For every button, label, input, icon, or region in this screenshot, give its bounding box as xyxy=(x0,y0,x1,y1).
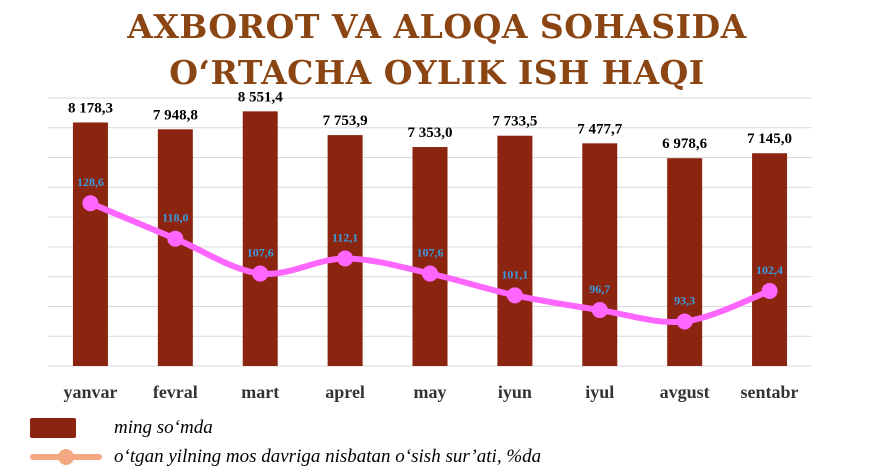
bar xyxy=(497,135,533,366)
legend-label-line: o‘tgan yilning mos davriga nisbatan o‘si… xyxy=(114,446,542,467)
bar-value-label: 7 145,0 xyxy=(747,131,792,147)
legend-item-line: o‘tgan yilning mos davriga nisbatan o‘si… xyxy=(30,446,541,468)
bar-series xyxy=(72,111,788,367)
line-value-label: 128,6 xyxy=(77,175,104,189)
bar-value-label: 8 551,4 xyxy=(238,89,284,105)
bar xyxy=(412,147,448,366)
line-point xyxy=(761,282,778,299)
x-axis-label: sentabr xyxy=(741,382,799,402)
x-axis-label: iyun xyxy=(498,382,532,402)
bar-value-label: 7 948,8 xyxy=(153,107,198,123)
bar xyxy=(667,158,703,366)
legend-label-bars: ming so‘mda xyxy=(114,417,213,438)
bar-value-label: 6 978,6 xyxy=(662,136,708,152)
x-axis-label: mart xyxy=(241,382,279,402)
x-axis-label: avgust xyxy=(660,382,710,402)
bar xyxy=(157,129,193,366)
x-axis-label: iyul xyxy=(585,382,614,402)
bar-value-label: 7 353,0 xyxy=(408,125,453,141)
bar xyxy=(752,153,788,366)
line-point xyxy=(591,302,608,319)
line-value-label: 102,4 xyxy=(756,263,783,277)
legend-swatch-bar xyxy=(30,418,76,438)
line-value-label: 107,6 xyxy=(417,246,444,260)
bar xyxy=(582,143,618,366)
x-axis-labels: yanvar fevral mart aprel may iyun iyul avgust se… xyxy=(63,382,798,402)
line-point xyxy=(506,287,523,304)
line-value-label: 118,0 xyxy=(162,211,188,225)
line-point xyxy=(676,313,693,330)
x-axis-label: fevral xyxy=(153,382,198,402)
line-value-label: 101,1 xyxy=(501,267,528,281)
legend-item-bars: ming so‘mda xyxy=(30,417,213,439)
line-point xyxy=(422,265,438,282)
line-value-label: 96,7 xyxy=(589,282,610,296)
bar-value-label: 7 733,5 xyxy=(492,114,537,130)
line-point xyxy=(337,250,354,267)
bar xyxy=(72,122,108,366)
line-value-label: 107,6 xyxy=(247,246,274,260)
line-point xyxy=(252,265,269,282)
bar xyxy=(242,111,278,367)
line-value-label: 93,3 xyxy=(674,293,695,307)
chart-title-line-1: AXBOROT VA ALOQA SOHASIDA xyxy=(127,7,747,46)
line-point xyxy=(82,195,99,212)
x-axis-label: may xyxy=(414,382,447,402)
legend-swatch-line xyxy=(30,447,102,467)
line-series xyxy=(82,195,778,330)
x-axis-label: yanvar xyxy=(63,382,117,402)
line-value-label: 112,1 xyxy=(332,230,358,244)
bar-value-label: 8 178,3 xyxy=(68,100,113,116)
line-labels: 128,6 118,0 107,6 112,1 107,6 101,1 96,7 93,3 10… xyxy=(77,175,783,307)
bar-labels: 8 178,3 7 948,8 8 551,4 7 753,9 7 353,0 7 733… xyxy=(68,89,792,152)
bar-value-label: 7 753,9 xyxy=(323,113,368,129)
bar-value-label: 7 477,7 xyxy=(577,121,623,137)
x-axis-label: aprel xyxy=(325,382,365,402)
chart-title-line-2: O‘RTACHA OYLIK ISH HAQI xyxy=(169,53,705,92)
line-point xyxy=(167,230,184,247)
